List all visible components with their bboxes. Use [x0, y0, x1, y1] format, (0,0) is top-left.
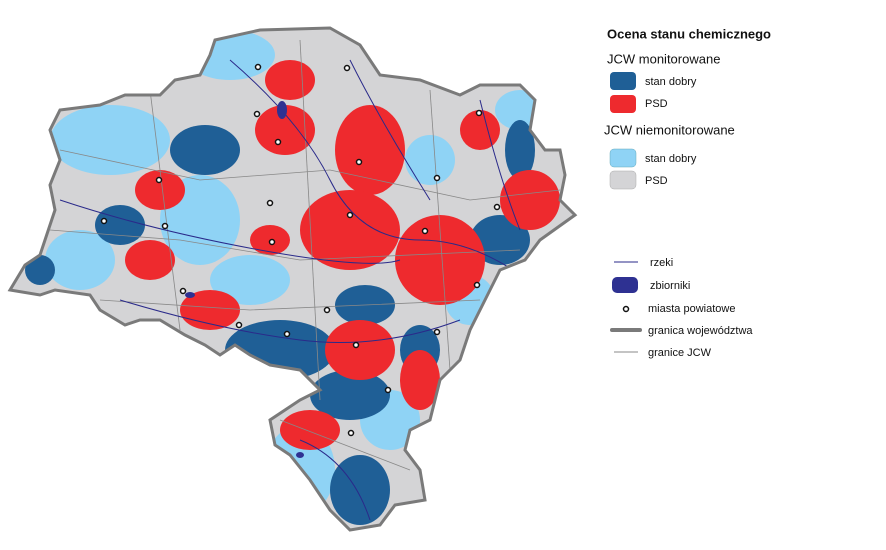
- legend-symbol: [612, 277, 638, 293]
- legend-item: granice JCW: [648, 347, 712, 359]
- legend-item: zbiorniki: [650, 280, 690, 292]
- legend-title: Ocena stanu chemicznego: [607, 26, 771, 41]
- legend-swatch: [609, 148, 637, 168]
- legend-item: stan dobry: [645, 76, 697, 88]
- legend-group-title: JCW niemonitorowane: [604, 122, 735, 137]
- legend-item: miasta powiatowe: [648, 303, 735, 315]
- legend-item: PSD: [645, 175, 668, 187]
- legend-swatch: [609, 170, 637, 190]
- reservoirs: [185, 101, 304, 458]
- map: [7, 26, 578, 532]
- psd-monitored: [125, 60, 560, 450]
- legend-item: PSD: [645, 98, 668, 110]
- legend-item: granica województwa: [648, 325, 753, 337]
- legend-group-title: JCW monitorowane: [607, 51, 720, 66]
- jcw-borders: [49, 39, 561, 471]
- legend: Ocena stanu chemicznego JCW monitorowane…: [604, 26, 771, 358]
- legend-symbol: [622, 305, 630, 313]
- rivers: [59, 59, 541, 521]
- legend-swatch: [610, 95, 636, 113]
- legend-swatch: [610, 72, 636, 90]
- voivodeship-border: [7, 26, 578, 532]
- legend-item: stan dobry: [645, 153, 697, 165]
- cities: [100, 63, 501, 437]
- legend-item: rzeki: [650, 257, 673, 269]
